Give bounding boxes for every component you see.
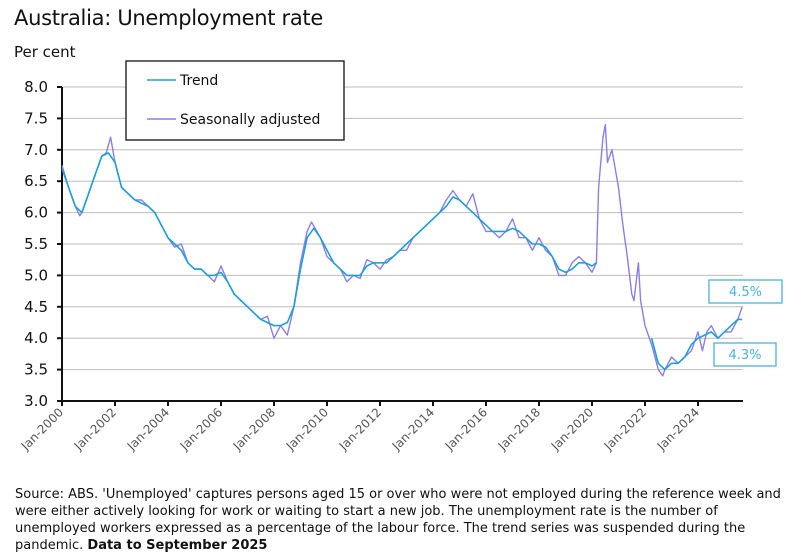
legend: Trend Seasonally adjusted bbox=[125, 60, 345, 141]
legend-box bbox=[125, 60, 345, 141]
y-tick-label: 7.0 bbox=[24, 141, 48, 159]
annotation-box bbox=[713, 342, 777, 367]
x-tick-label: Jan-2004 bbox=[124, 405, 172, 453]
x-tick-label: Jan-2000 bbox=[18, 405, 66, 453]
x-tick-label: Jan-2014 bbox=[389, 405, 437, 453]
chart-title: Australia: Unemployment rate bbox=[14, 6, 323, 30]
data-note: Data to September 2025 bbox=[87, 538, 268, 553]
chart-svg: 3.0 3.5 4.0 4.5 5.0 5.5 6.0 6.5 7.0 7.5 8.0 Jan-200… bbox=[18, 60, 783, 454]
x-tick-label: Jan-2018 bbox=[495, 405, 543, 453]
legend-label: Seasonally adjusted bbox=[180, 112, 320, 128]
y-tick-label: 7.5 bbox=[24, 109, 48, 127]
y-axis-label: Per cent bbox=[14, 43, 76, 61]
y-tick-label: 6.5 bbox=[24, 172, 48, 190]
x-tick-label: Jan-2022 bbox=[601, 405, 649, 453]
y-tick-label: 3.0 bbox=[24, 392, 48, 410]
x-tick-label: Jan-2016 bbox=[442, 405, 490, 453]
y-tick-label: 6.0 bbox=[24, 204, 48, 222]
y-tick-label: 4.5 bbox=[24, 298, 48, 316]
x-tick-label: Jan-2002 bbox=[71, 405, 119, 453]
x-tick-label: Jan-2020 bbox=[548, 405, 596, 453]
y-tick-label: 4.0 bbox=[24, 329, 48, 347]
y-tick-label: 3.5 bbox=[24, 361, 48, 379]
x-tick-label: Jan-2010 bbox=[283, 405, 331, 453]
source-note: Source: ABS. 'Unemployed' captures perso… bbox=[15, 486, 790, 554]
x-tick-label: Jan-2006 bbox=[177, 405, 225, 453]
legend-label: Trend bbox=[179, 73, 218, 89]
x-tick-label: Jan-2012 bbox=[336, 405, 384, 453]
x-tick-label: Jan-2008 bbox=[230, 405, 278, 453]
y-tick-label: 5.0 bbox=[24, 266, 48, 284]
trend-series-line bbox=[61, 152, 743, 371]
source-text: Source: ABS. 'Unemployed' captures perso… bbox=[15, 487, 781, 553]
x-tick-label: Jan-2024 bbox=[654, 405, 702, 453]
y-tick-label: 5.5 bbox=[24, 235, 48, 253]
annotation-label: 4.5% bbox=[729, 285, 762, 300]
y-tick-label: 8.0 bbox=[24, 78, 48, 96]
annotation-label: 4.3% bbox=[728, 348, 761, 363]
annotation-box bbox=[708, 279, 783, 304]
